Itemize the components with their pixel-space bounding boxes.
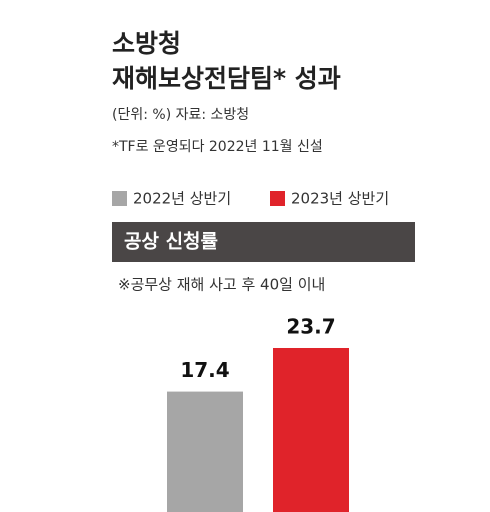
- section-bar: [112, 222, 415, 262]
- note: ※공무상 재해 사고 후 40일 이내: [118, 276, 325, 294]
- title-line: 재해보상전담팀* 성과: [112, 64, 341, 93]
- value-label: 17.4: [180, 358, 229, 382]
- subtitle-line: (단위: %) 자료: 소방청: [112, 107, 249, 123]
- legend-label: 2022년 상반기: [133, 190, 231, 208]
- title-line: 소방청: [112, 29, 181, 58]
- bar: [167, 391, 243, 512]
- legend-swatch: [270, 191, 285, 206]
- subtitle-line: *TF로 운영되다 2022년 11월 신설: [112, 139, 323, 155]
- legend-swatch: [112, 191, 127, 206]
- legend-label: 2023년 상반기: [291, 190, 389, 208]
- bar: [273, 347, 349, 512]
- value-label: 23.7: [286, 314, 335, 338]
- section-title: 공상 신청률: [124, 231, 218, 253]
